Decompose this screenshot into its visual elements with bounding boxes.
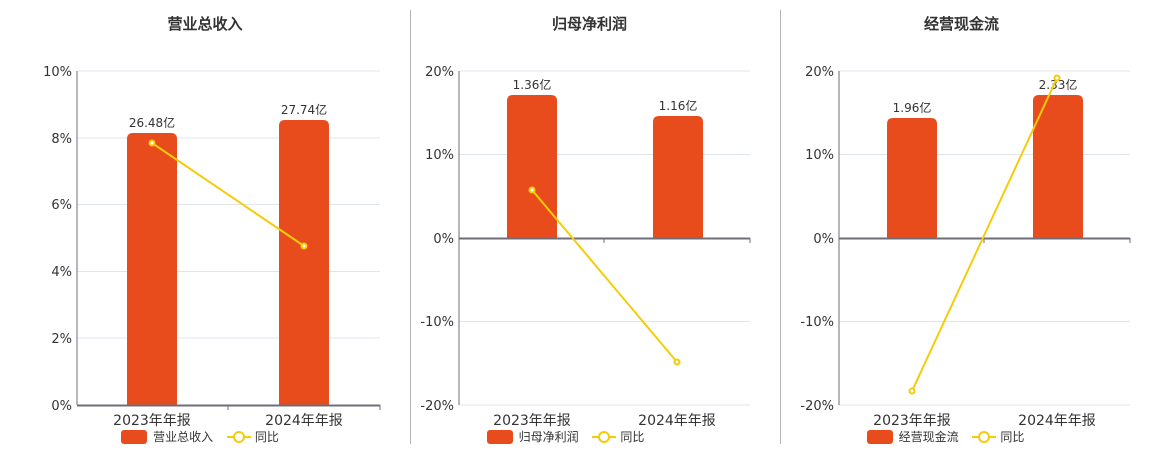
y-tick: -20%	[420, 399, 454, 414]
legend-line-label[interactable]: 同比	[620, 430, 645, 444]
bar-2023[interactable]	[127, 133, 177, 405]
bar-value-label: 27.74亿	[281, 102, 327, 117]
yoy-point[interactable]	[908, 387, 916, 395]
x-tick: 2023年年报	[113, 413, 191, 429]
yoy-point[interactable]	[528, 186, 536, 194]
legend-bar-label[interactable]: 营业总收入	[153, 430, 214, 444]
chart-title: 归母净利润	[551, 15, 627, 33]
y-tick: 2%	[51, 332, 72, 347]
bar-2024[interactable]	[279, 120, 329, 405]
y-tick: 10%	[425, 148, 454, 163]
legend-bar-swatch[interactable]	[866, 429, 893, 444]
y-tick: 0%	[51, 399, 72, 414]
x-tick: 2024年年报	[1018, 413, 1096, 429]
yoy-point[interactable]	[300, 242, 308, 250]
chart-legend: 经营现金流 同比	[756, 428, 1135, 445]
y-tick: -10%	[800, 315, 834, 330]
y-tick: 10%	[43, 65, 72, 80]
legend-line-label[interactable]: 同比	[254, 430, 279, 444]
y-tick: 8%	[51, 132, 72, 147]
bar-value-label: 1.36亿	[513, 77, 552, 92]
chart-title: 经营现金流	[923, 15, 999, 33]
legend-line-icon[interactable]	[226, 430, 251, 444]
yoy-point[interactable]	[148, 139, 156, 147]
chart-legend: 营业总收入 同比	[0, 428, 405, 445]
legend-bar-swatch[interactable]	[486, 429, 513, 444]
legend-line-label[interactable]: 同比	[1000, 430, 1025, 444]
yoy-line	[151, 142, 305, 247]
y-tick: 0%	[813, 232, 834, 247]
x-tick: 2024年年报	[638, 413, 716, 429]
chart-legend: 归母净利润 同比	[381, 428, 750, 445]
chart-panel-operating-cash-flow: 经营现金流 20% 10% 0% -10% -20% 1.96亿 2.33亿 2…	[781, 0, 1160, 450]
y-tick: -20%	[800, 399, 834, 414]
x-tick: 2023年年报	[493, 413, 571, 429]
y-tick: 4%	[51, 265, 72, 280]
y-tick: 0%	[433, 232, 454, 247]
panel-divider-1	[410, 10, 411, 444]
yoy-line	[911, 77, 1058, 392]
bar-2023[interactable]	[507, 95, 557, 238]
chart-plot: 20% 10% 0% -10% -20% 1.96亿 2.33亿 2023年年报…	[800, 65, 1131, 429]
chart-plot: 20% 10% 0% -10% -20% 1.36亿 1.16亿 2023年年报…	[420, 65, 751, 429]
y-tick: 10%	[805, 148, 834, 163]
yoy-line	[531, 189, 678, 363]
legend-bar-label[interactable]: 经营现金流	[898, 430, 959, 444]
legend-line-icon[interactable]	[592, 430, 617, 444]
chart-panel-net-profit: 归母净利润 20% 10% 0% -10% -20% 1.36亿 1.16亿 2…	[411, 0, 780, 450]
legend-bar-swatch[interactable]	[121, 429, 148, 444]
legend-bar-label[interactable]: 归母净利润	[518, 430, 579, 444]
y-tick: 6%	[51, 198, 72, 213]
bar-value-label: 1.96亿	[893, 100, 932, 115]
legend-line-icon[interactable]	[972, 430, 997, 444]
bar-2024[interactable]	[1033, 95, 1083, 238]
bar-value-label: 1.16亿	[659, 98, 698, 113]
y-tick: -10%	[420, 315, 454, 330]
x-tick: 2023年年报	[873, 413, 951, 429]
bar-value-label: 26.48亿	[129, 115, 175, 130]
panel-divider-2	[780, 10, 781, 444]
yoy-point[interactable]	[673, 358, 681, 366]
y-tick: 20%	[425, 65, 454, 80]
bar-value-label: 2.33亿	[1039, 77, 1078, 92]
chart-title: 营业总收入	[167, 15, 243, 33]
bar-2023[interactable]	[887, 118, 937, 238]
chart-plot: 10% 8% 6% 4% 2% 0% 26.48亿 27.74亿 2023年年报…	[43, 65, 381, 429]
yoy-point[interactable]	[1053, 74, 1061, 82]
y-tick: 20%	[805, 65, 834, 80]
chart-panel-revenue: 营业总收入 10% 8% 6% 4% 2% 0% 26.48亿 27.74亿	[0, 0, 410, 450]
x-tick: 2024年年报	[265, 413, 343, 429]
bar-2024[interactable]	[653, 116, 703, 238]
